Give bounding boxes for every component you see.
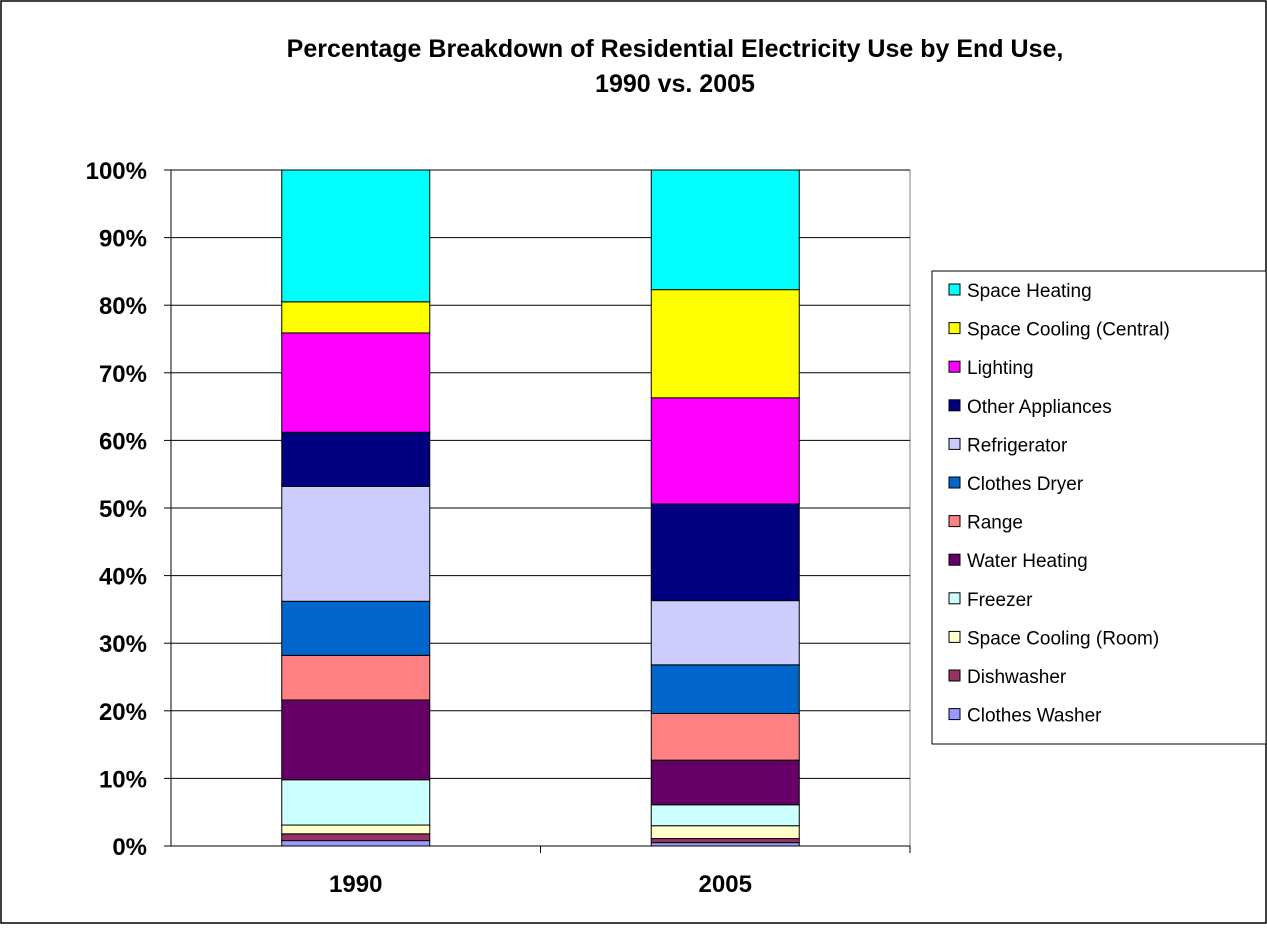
bar-segment — [281, 169, 431, 303]
legend-swatch — [948, 515, 961, 528]
bar-segment — [281, 654, 431, 701]
y-tick-label: 60% — [99, 428, 147, 455]
bar-segment — [650, 825, 800, 840]
bar-segment — [650, 600, 800, 666]
y-tick-label: 0% — [112, 834, 147, 861]
bar-segment — [650, 842, 800, 847]
bar-segment — [650, 713, 800, 761]
bar-segment — [281, 485, 431, 602]
legend-box — [931, 270, 1267, 745]
legend-label: Dishwasher — [967, 667, 1067, 688]
bar-segment — [650, 169, 800, 291]
y-tick-label: 30% — [99, 631, 147, 658]
legend-swatch — [948, 476, 961, 489]
bar-segment — [650, 664, 800, 715]
bar-segment — [650, 838, 800, 844]
legend-swatch — [948, 708, 961, 721]
y-tick-label: 40% — [99, 564, 147, 591]
chart-title-line2: 1990 vs. 2005 — [595, 70, 755, 98]
bar-segment — [281, 833, 431, 842]
y-tick-label: 90% — [99, 226, 147, 253]
legend-label: Other Appliances — [967, 397, 1112, 418]
x-tick-label: 1990 — [329, 871, 382, 898]
bar-segment — [650, 804, 800, 827]
legend-swatch — [948, 322, 961, 335]
legend-swatch — [948, 283, 961, 296]
bar-segment — [281, 431, 431, 487]
bar-segment — [650, 759, 800, 806]
bar-segment — [281, 332, 431, 433]
legend-label: Lighting — [967, 358, 1034, 379]
bar-segment — [281, 301, 431, 334]
legend-label: Space Heating — [967, 281, 1092, 302]
bar-segment — [281, 600, 431, 656]
bar-segment — [650, 503, 800, 602]
legend-swatch — [948, 630, 961, 643]
legend-swatch — [948, 669, 961, 682]
bar-segment — [281, 824, 431, 835]
y-tick-label: 70% — [99, 361, 147, 388]
y-tick-label: 20% — [99, 699, 147, 726]
legend-swatch — [948, 553, 961, 566]
legend-swatch — [948, 437, 961, 450]
legend-label: Space Cooling (Room) — [967, 628, 1159, 649]
bar-segment — [650, 289, 800, 399]
legend-swatch — [948, 360, 961, 373]
legend-label: Clothes Dryer — [967, 474, 1084, 495]
legend-swatch — [948, 592, 961, 605]
chart-title: Percentage Breakdown of Residential Elec… — [287, 35, 1064, 63]
y-tick-label: 100% — [86, 158, 147, 185]
bar-segment — [650, 397, 800, 505]
y-tick-label: 80% — [99, 293, 147, 320]
y-tick-label: 10% — [99, 766, 147, 793]
bar-segment — [281, 840, 431, 847]
bar-segment — [281, 779, 431, 826]
y-tick-label: 50% — [99, 496, 147, 523]
legend-swatch — [948, 399, 961, 412]
legend-label: Water Heating — [967, 551, 1088, 572]
legend: Space Heating Space Cooling (Central) Ligh… — [931, 270, 1267, 745]
x-tick-label: 2005 — [699, 871, 752, 898]
legend-label: Range — [967, 513, 1023, 534]
legend-label: Freezer — [967, 590, 1033, 611]
bar-segment — [281, 699, 431, 781]
legend-label: Space Cooling (Central) — [967, 320, 1170, 341]
legend-label: Refrigerator — [967, 435, 1068, 456]
bars — [281, 169, 800, 847]
legend-label: Clothes Washer — [967, 706, 1102, 727]
axes: 0% 10% 20% 30% 40% 50% 60% 70% 80% 90% 100% 1990 200… — [86, 158, 911, 898]
